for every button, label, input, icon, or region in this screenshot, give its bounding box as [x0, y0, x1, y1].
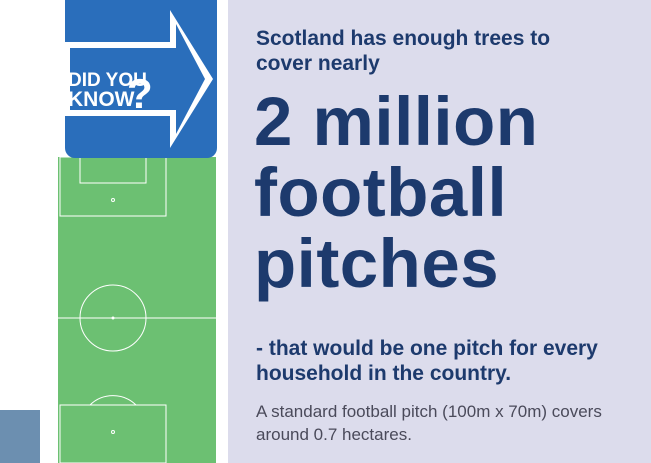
centre-spot [111, 316, 115, 320]
badge-line2: KNOW [68, 88, 135, 111]
photo-edge [0, 410, 40, 463]
badge-mark: ? [127, 70, 153, 117]
headline-line: 2 million [254, 83, 539, 160]
intro: Scotland has enough trees to cover nearl… [256, 27, 551, 75]
note: A standard football pitch (100m x 70m) c… [256, 402, 602, 444]
badge-line1: DID YOU [68, 70, 147, 91]
headline-line: pitches [254, 225, 500, 302]
pitch [58, 157, 216, 463]
headline: 2 million football pitches [254, 86, 538, 299]
follow-up: - that would be one pitch for every hous… [256, 337, 598, 385]
text-panel: Scotland has enough trees to cover nearl… [228, 0, 651, 463]
badge-arrow-inner [70, 24, 205, 134]
artwork: DID YOU KNOW ? [0, 0, 217, 463]
headline-line: football [254, 154, 508, 231]
